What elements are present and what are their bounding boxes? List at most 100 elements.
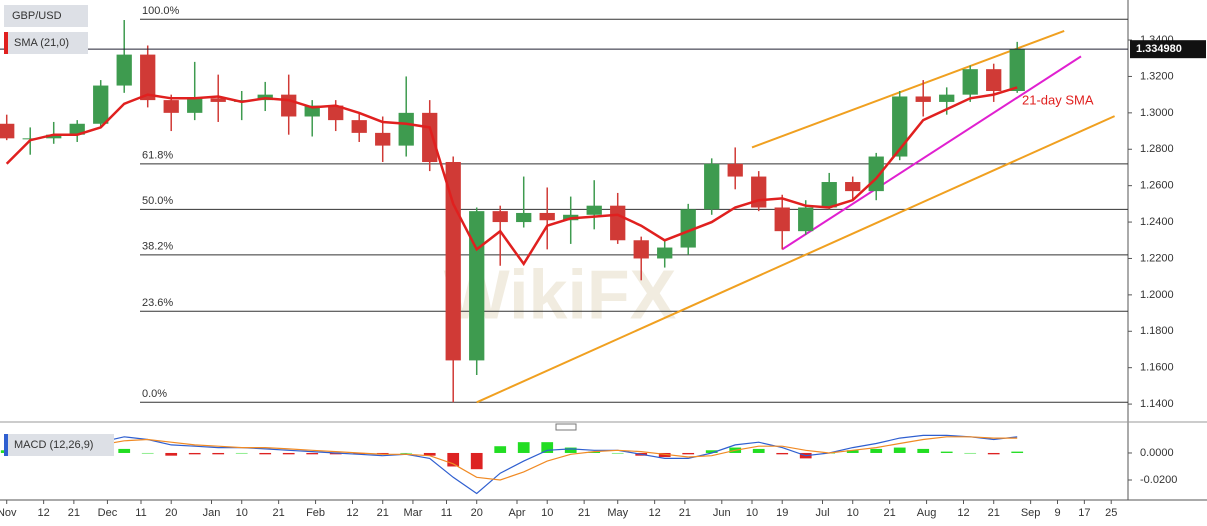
candle-body: [939, 94, 955, 102]
x-tick-label: 21: [377, 507, 389, 519]
x-tick-label: 21: [988, 507, 1000, 519]
histogram-bar: [235, 452, 248, 454]
x-tick-label: 10: [541, 507, 553, 519]
candle-body: [610, 205, 626, 241]
x-tick-label: 21: [884, 507, 896, 519]
histogram-bar: [141, 452, 154, 454]
x-tick-label: 25: [1105, 507, 1117, 519]
indicator-label: SMA (21,0): [14, 37, 69, 49]
candle-body: [986, 69, 1002, 92]
x-tick-label: 12: [649, 507, 661, 519]
y-tick-label: -0.0200: [1140, 474, 1177, 486]
x-tick-label: Nov: [0, 507, 17, 519]
trendline: [476, 115, 1116, 404]
x-tick-label: 11: [441, 507, 452, 519]
y-tick-label: 1.2000: [1140, 289, 1174, 301]
fib-label: 38.2%: [142, 241, 173, 253]
candle-body: [633, 240, 649, 259]
y-tick-label: 1.1400: [1140, 398, 1174, 410]
histogram-bar: [282, 452, 295, 455]
x-tick-label: 9: [1054, 507, 1060, 519]
histogram-bar: [188, 452, 201, 455]
x-tick-label: 17: [1078, 507, 1090, 519]
x-tick-label: 21: [578, 507, 590, 519]
histogram-bar: [964, 452, 977, 454]
histogram-bar: [517, 442, 530, 453]
macd-line: [6, 434, 1018, 495]
x-tick-label: 12: [346, 507, 358, 519]
last-price-box: [1130, 40, 1206, 59]
candle-body: [398, 112, 414, 146]
histogram-bar: [447, 452, 460, 467]
histogram-bar: [776, 452, 789, 455]
candle-body: [445, 161, 461, 361]
candle-body: [868, 156, 884, 192]
x-tick-label: 21: [679, 507, 691, 519]
histogram-bar: [423, 452, 436, 456]
candle-body: [586, 205, 602, 215]
histogram-bar: [564, 447, 577, 453]
candle-body: [304, 105, 320, 117]
histogram-bar: [987, 452, 1000, 455]
macd-line: [6, 436, 1018, 481]
histogram-bar: [870, 448, 883, 453]
y-tick-label: 1.2800: [1140, 143, 1174, 155]
candle-body: [1009, 49, 1025, 92]
symbol-box: [4, 5, 88, 27]
histogram-bar: [353, 452, 366, 455]
x-tick-label: Mar: [403, 507, 422, 519]
candle-body: [163, 100, 179, 113]
x-tick-label: Jul: [815, 507, 829, 519]
indicator-swatch: [4, 32, 8, 54]
x-tick-label: 19: [776, 507, 788, 519]
histogram-bar: [306, 452, 319, 455]
candle-body: [187, 98, 203, 113]
candle-body: [351, 120, 367, 133]
x-tick-label: 12: [957, 507, 969, 519]
histogram-bar: [658, 452, 671, 458]
histogram-bar: [588, 451, 601, 453]
y-tick-label: 1.2200: [1140, 252, 1174, 264]
candle-body: [93, 85, 109, 124]
x-tick-label: 11: [135, 507, 146, 519]
x-tick-label: 20: [471, 507, 483, 519]
sma-line: [5, 86, 1018, 267]
histogram-bar: [494, 446, 507, 453]
candle-body: [375, 132, 391, 146]
candle-body: [0, 123, 15, 139]
x-tick-label: 10: [847, 507, 859, 519]
x-tick-label: 21: [273, 507, 285, 519]
histogram-bar: [329, 452, 342, 455]
y-tick-label: 1.3200: [1140, 70, 1174, 82]
y-tick-label: 1.1600: [1140, 362, 1174, 374]
x-tick-label: May: [607, 507, 628, 519]
last-price-label: 1.334980: [1136, 43, 1182, 55]
y-tick-label: 1.2400: [1140, 216, 1174, 228]
trendline: [781, 55, 1082, 251]
histogram-bar: [611, 452, 624, 454]
candle-body: [140, 54, 156, 101]
y-tick-label: 1.2600: [1140, 180, 1174, 192]
x-tick-label: Jun: [713, 507, 731, 519]
candle-body: [69, 123, 85, 135]
candle-body: [680, 209, 696, 248]
candle-body: [469, 211, 485, 361]
y-tick-label: 0.0000: [1140, 447, 1174, 459]
fib-label: 61.8%: [142, 150, 173, 162]
candle-body: [422, 112, 438, 162]
histogram-bar: [118, 448, 131, 453]
x-tick-label: Sep: [1021, 507, 1041, 519]
sma-annotation: 21-day SMA: [1022, 92, 1094, 107]
histogram-bar: [940, 451, 953, 453]
histogram-bar: [752, 448, 765, 453]
candle-body: [539, 212, 555, 221]
candle-body: [210, 98, 226, 102]
candle-body: [492, 211, 508, 223]
candle-body: [116, 54, 132, 86]
candle-body: [328, 105, 344, 121]
macd-swatch: [4, 434, 8, 456]
candle-body: [774, 207, 790, 232]
fib-label: 0.0%: [142, 388, 167, 400]
